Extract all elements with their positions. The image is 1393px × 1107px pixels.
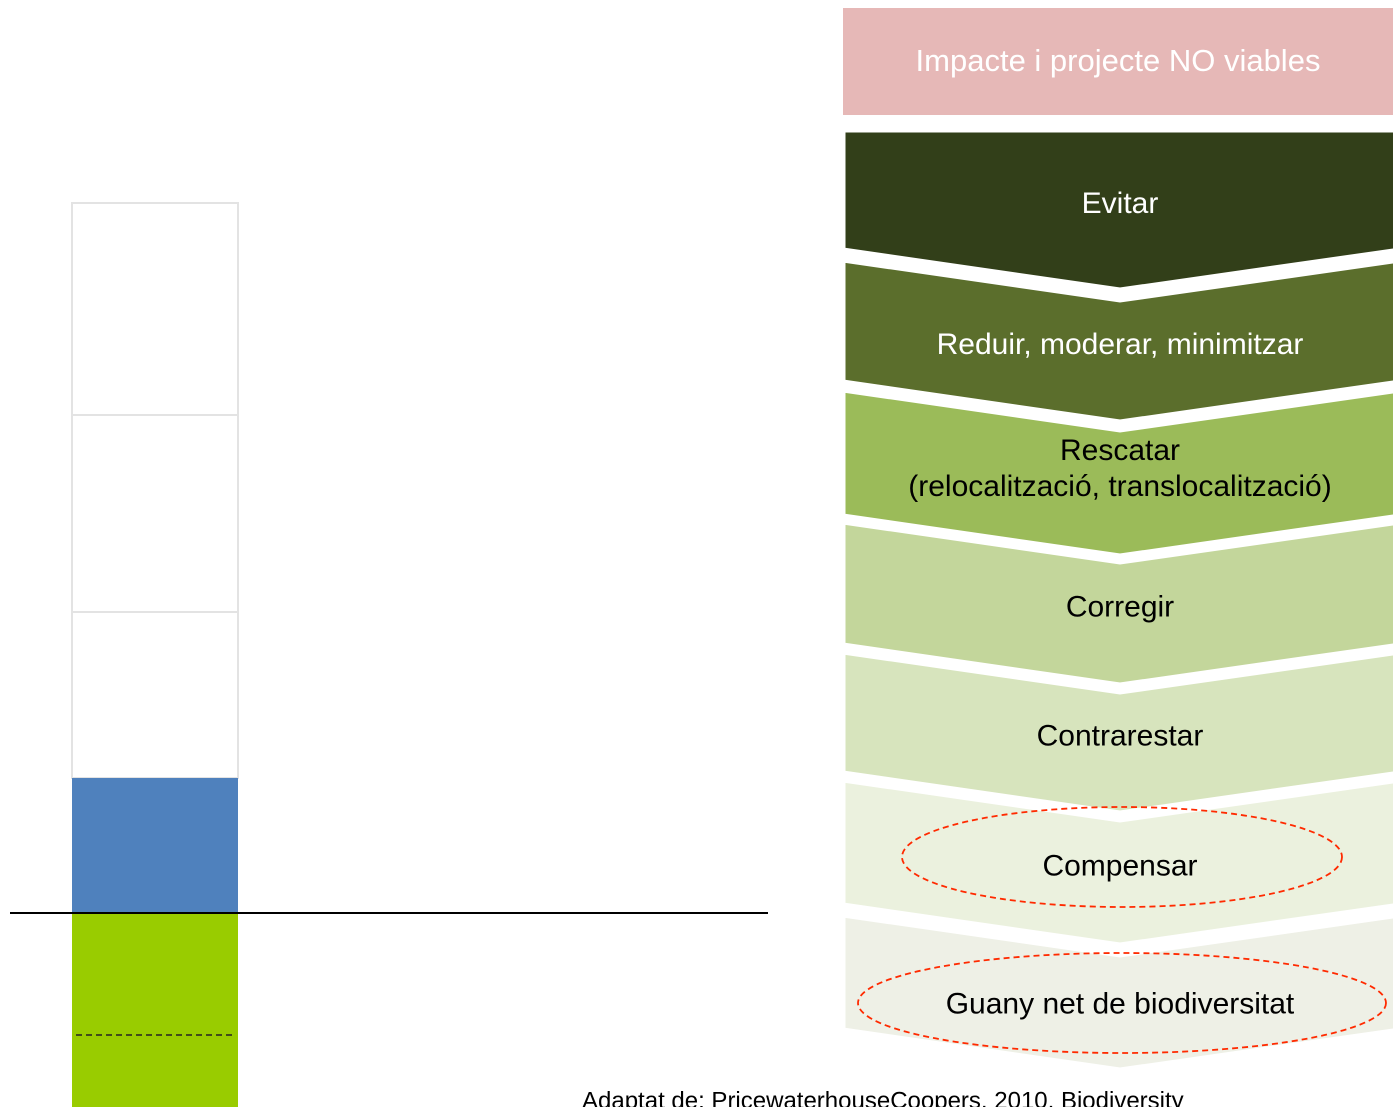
step-label: Rescatar bbox=[1060, 434, 1180, 467]
highlight-ellipse bbox=[901, 806, 1343, 908]
step-label: Compensar bbox=[1042, 849, 1197, 882]
chevron bbox=[840, 257, 1393, 425]
steps: Evitar Reduir, moderar, minimitzar Rescata… bbox=[840, 127, 1393, 1073]
step-label: Reduir, moderar, minimitzar bbox=[937, 328, 1304, 361]
chevron bbox=[840, 912, 1393, 1073]
step-label: Contrarestar bbox=[1037, 719, 1204, 752]
chevron bbox=[840, 519, 1393, 688]
step-label: Evitar bbox=[1082, 187, 1159, 220]
caption: Adaptat de: PricewaterhouseCoopers, 2010… bbox=[582, 1087, 1184, 1107]
column-block bbox=[71, 611, 239, 779]
step-label: Corregir bbox=[1066, 590, 1174, 623]
column-block bbox=[72, 913, 238, 1107]
header-title: Impacte i projecte NO viables bbox=[916, 43, 1321, 78]
header-box bbox=[843, 8, 1393, 115]
column-block bbox=[71, 202, 239, 416]
step-label: Guany net de biodiversitat bbox=[946, 987, 1295, 1020]
chevron bbox=[840, 777, 1393, 948]
chevron bbox=[840, 127, 1393, 293]
column-block bbox=[71, 414, 239, 613]
chevron bbox=[840, 649, 1393, 816]
step-label: (relocalització, translocalització) bbox=[908, 470, 1332, 503]
highlight-ellipse bbox=[857, 952, 1387, 1054]
stacked-column bbox=[71, 202, 239, 1107]
column-block bbox=[72, 778, 238, 913]
chevron bbox=[840, 387, 1393, 559]
